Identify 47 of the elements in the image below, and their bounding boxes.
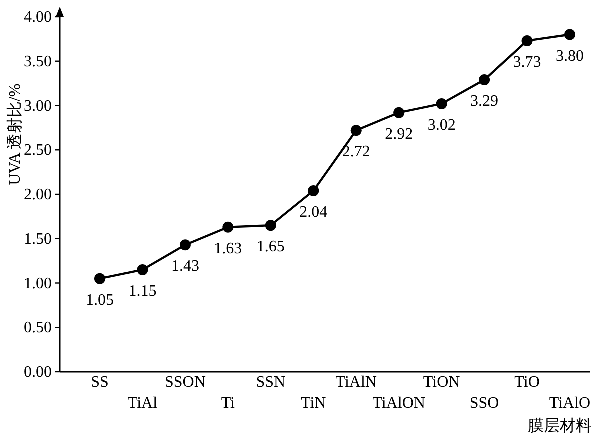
- x-tick-label: SSO: [470, 395, 500, 412]
- y-tick-label: 2.00: [24, 186, 52, 204]
- data-label: 1.15: [128, 282, 157, 300]
- data-label: 3.29: [470, 93, 499, 110]
- y-tick-label: 3.50: [24, 53, 52, 70]
- y-axis-title: UVA 透射比/%: [6, 84, 24, 186]
- data-label: 2.72: [342, 144, 370, 161]
- point: [350, 125, 362, 136]
- x-tick-label: TiO: [514, 374, 540, 391]
- y-tick-label: 4.00: [24, 9, 52, 26]
- point: [479, 74, 490, 86]
- y-tick-label: 0.50: [24, 320, 52, 337]
- data-label: 3.73: [513, 54, 542, 71]
- point: [436, 98, 448, 110]
- x-tick-label: TiAlN: [336, 374, 378, 391]
- x-axis-title: 膜层材料: [528, 416, 592, 435]
- data-label: 1.43: [171, 258, 200, 276]
- x-tick-label: Ti: [221, 395, 236, 412]
- point: [564, 29, 576, 40]
- point: [180, 240, 191, 251]
- data-label: 1.63: [214, 240, 242, 258]
- x-tick-label: TiAl: [128, 395, 158, 412]
- point: [222, 222, 234, 233]
- point: [522, 35, 533, 46]
- point: [94, 273, 106, 284]
- data-label: 2.92: [385, 126, 414, 143]
- point: [137, 264, 148, 276]
- y-tick-label: 0.00: [24, 364, 52, 381]
- x-tick-label: TiAlON: [372, 395, 426, 412]
- point: [308, 185, 320, 196]
- y-tick-label: 2.50: [24, 142, 52, 160]
- point: [394, 107, 405, 118]
- data-label: 2.04: [300, 204, 328, 221]
- data-label: 3.02: [428, 116, 456, 134]
- x-tick-label: TiN: [301, 395, 327, 412]
- data-label: 3.80: [556, 48, 584, 65]
- x-tick-label: SS: [91, 374, 109, 391]
- x-tick-label: SSN: [256, 374, 286, 391]
- y-tick-label: 1.50: [24, 230, 52, 248]
- y-tick-label: 3.00: [24, 98, 52, 115]
- x-tick-label: TiAlO: [549, 395, 591, 412]
- x-tick-label: SSON: [165, 374, 206, 391]
- y-tick-label: 1.00: [24, 275, 52, 292]
- x-tick-label: TiON: [423, 374, 461, 391]
- point: [265, 220, 276, 232]
- data-label: 1.05: [86, 292, 114, 309]
- data-label: 1.65: [256, 238, 285, 256]
